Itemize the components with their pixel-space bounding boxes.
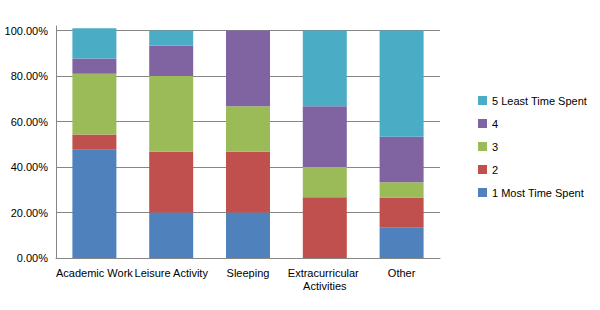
svg-text:20.00%: 20.00% xyxy=(11,207,49,219)
svg-text:60.00%: 60.00% xyxy=(11,116,49,128)
svg-text:0.00%: 0.00% xyxy=(17,252,48,264)
svg-text:80.00%: 80.00% xyxy=(11,70,49,82)
svg-text:4: 4 xyxy=(492,118,498,130)
svg-text:Sleeping: Sleeping xyxy=(227,267,270,279)
svg-text:40.00%: 40.00% xyxy=(11,161,49,173)
svg-text:Activities: Activities xyxy=(303,280,347,292)
svg-text:Other: Other xyxy=(388,267,416,279)
svg-text:Academic Work: Academic Work xyxy=(56,267,133,279)
svg-text:Leisure Activity: Leisure Activity xyxy=(135,267,209,279)
svg-text:1 Most Time Spent: 1 Most Time Spent xyxy=(492,187,584,199)
svg-text:100.00%: 100.00% xyxy=(5,25,49,37)
svg-text:Extracurricular: Extracurricular xyxy=(288,267,362,279)
svg-text:2: 2 xyxy=(492,164,498,176)
svg-text:3: 3 xyxy=(492,141,498,153)
svg-text:5 Least Time Spent: 5 Least Time Spent xyxy=(492,95,587,107)
